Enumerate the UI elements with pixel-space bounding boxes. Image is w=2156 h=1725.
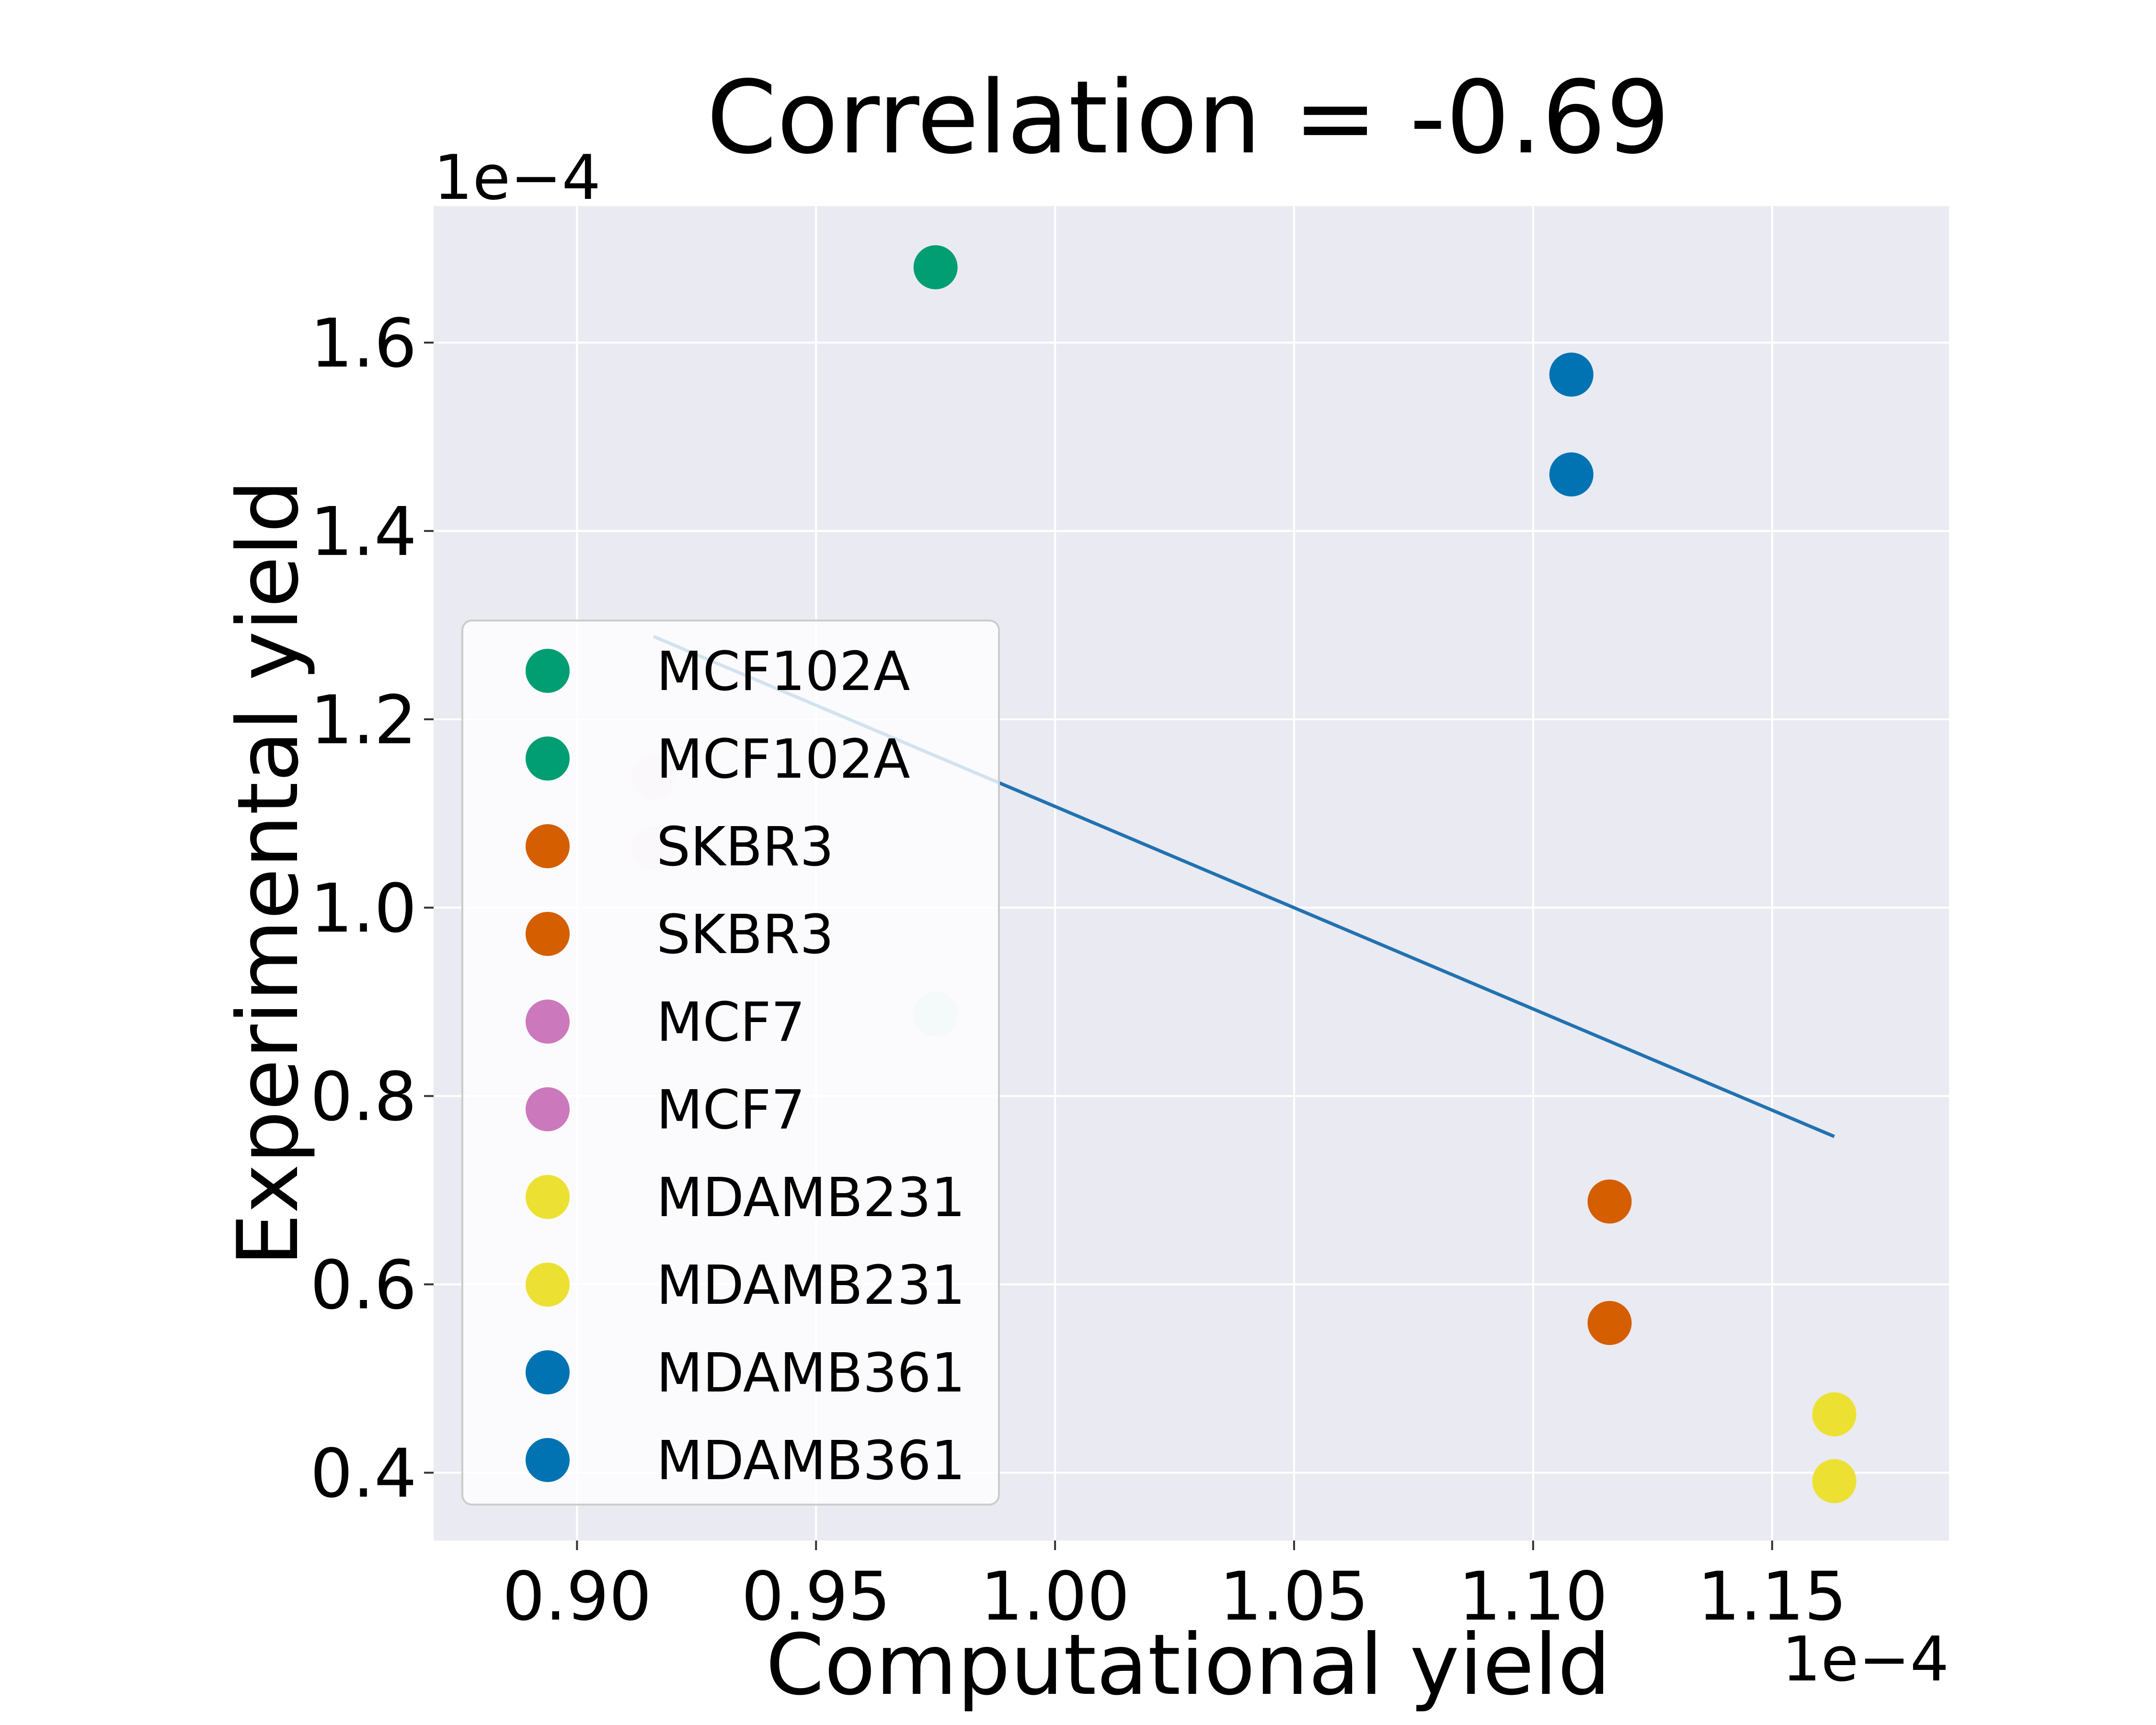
legend-marker xyxy=(526,1350,570,1394)
legend-label: SKBR3 xyxy=(656,904,834,966)
x-tick-label: 0.95 xyxy=(741,1558,891,1636)
legend-marker xyxy=(526,1087,570,1131)
legend-label: MCF102A xyxy=(656,641,910,703)
y-tick-label: 1.4 xyxy=(310,493,417,571)
y-tick-label: 1.0 xyxy=(310,870,417,948)
legend-marker xyxy=(526,736,570,781)
legend-box xyxy=(461,620,1000,1506)
legend-label: MCF7 xyxy=(656,991,805,1054)
y-tick-label: 0.8 xyxy=(310,1058,417,1136)
x-axis-label: Computational yield xyxy=(766,1617,1611,1714)
data-point xyxy=(1549,352,1594,397)
x-tick-label: 0.90 xyxy=(502,1558,652,1636)
y-offset-label: 1e−4 xyxy=(434,142,601,214)
chart-title: Correlation = -0.69 xyxy=(707,59,1670,176)
data-point xyxy=(1812,1392,1857,1437)
x-tick-label: 1.15 xyxy=(1697,1558,1847,1636)
data-point xyxy=(1549,452,1594,497)
data-point xyxy=(1587,1179,1632,1224)
legend-marker xyxy=(526,1000,570,1044)
y-tick-label: 0.6 xyxy=(310,1246,417,1324)
legend: MCF102A MCF102A SKBR3 SKBR3 MCF7 MCF7 MDAMB231… xyxy=(461,620,1000,1506)
legend-marker xyxy=(526,1263,570,1307)
x-tick-label: 1.00 xyxy=(980,1558,1130,1636)
legend-marker xyxy=(526,1175,570,1219)
legend-marker xyxy=(526,1438,570,1482)
legend-label: MCF102A xyxy=(656,728,910,791)
legend-label: MDAMB231 xyxy=(656,1254,965,1317)
y-tick-labels: 0.4 0.6 0.8 1.0 1.2 1.4 1.6 xyxy=(310,305,434,1513)
legend-label: SKBR3 xyxy=(656,816,834,878)
data-point xyxy=(913,245,958,289)
x-tick-label: 1.10 xyxy=(1458,1558,1608,1636)
y-tick-label: 1.2 xyxy=(310,681,417,759)
y-axis-label: Experimental yield xyxy=(220,480,317,1266)
legend-marker xyxy=(526,912,570,956)
y-tick-label: 1.6 xyxy=(310,305,417,383)
x-tick-label: 1.05 xyxy=(1219,1558,1369,1636)
legend-label: MDAMB361 xyxy=(656,1342,965,1404)
legend-label: MCF7 xyxy=(656,1079,805,1141)
x-offset-label: 1e−4 xyxy=(1782,1624,1949,1695)
y-tick-label: 0.4 xyxy=(310,1435,417,1513)
legend-label: MDAMB231 xyxy=(656,1167,965,1229)
legend-marker xyxy=(526,649,570,693)
data-point xyxy=(1812,1459,1857,1504)
data-point xyxy=(1587,1300,1632,1345)
legend-marker xyxy=(526,824,570,868)
legend-label: MDAMB361 xyxy=(656,1430,965,1492)
x-tick-labels: 0.90 0.95 1.00 1.05 1.10 1.15 xyxy=(502,1541,1847,1636)
